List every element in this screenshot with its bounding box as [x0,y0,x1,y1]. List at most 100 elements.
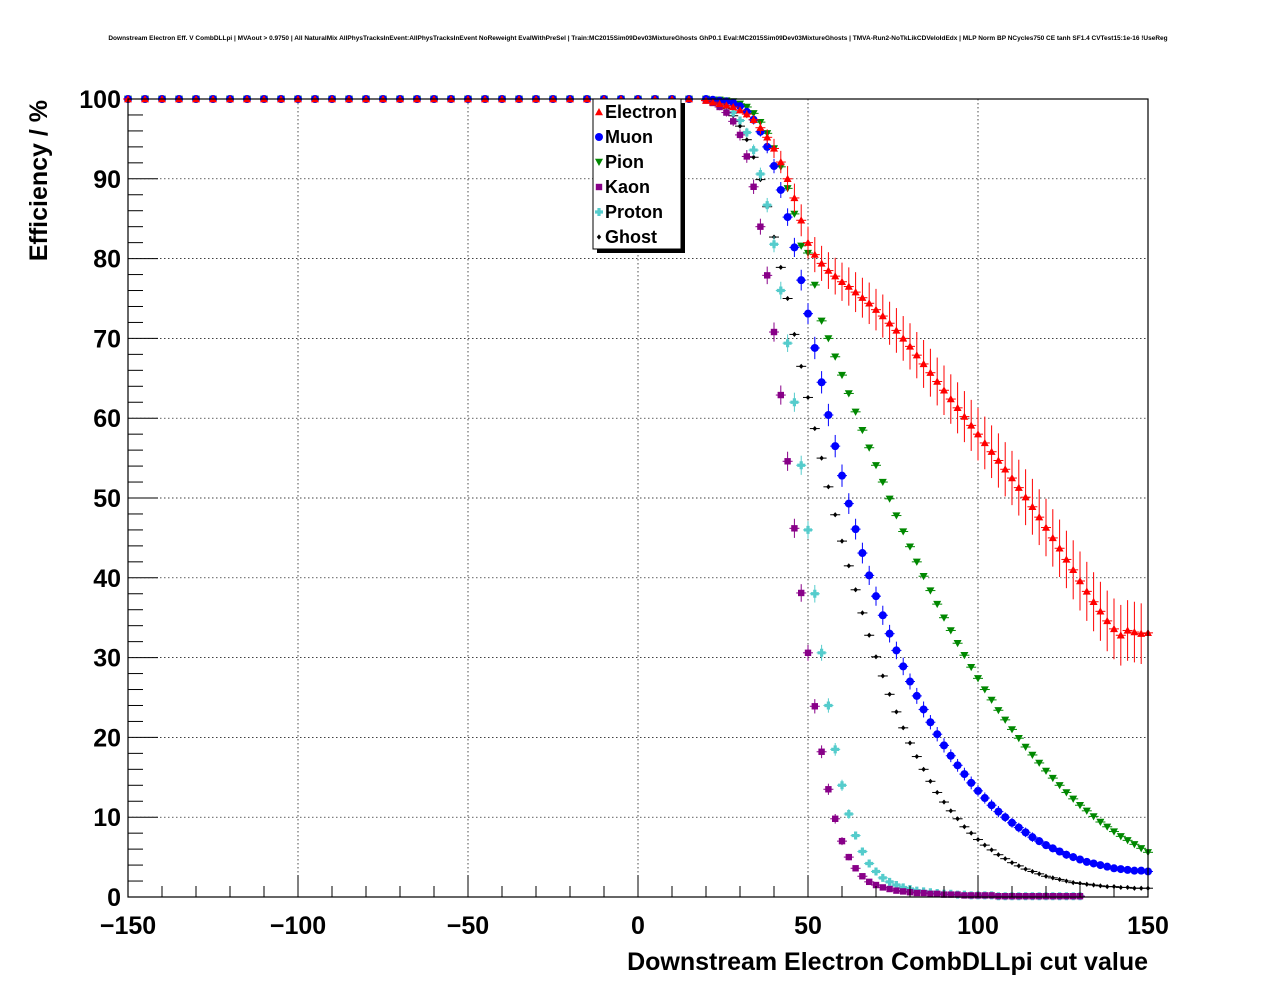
data-point [831,745,840,754]
data-point [810,343,819,352]
data-point [845,853,852,861]
legend-label-ghost: Ghost [605,227,657,247]
data-point [764,272,771,279]
data-point [805,394,811,401]
data-point [804,649,812,657]
data-point [737,123,743,129]
data-point [940,614,948,622]
data-point [729,102,738,111]
y-tick-label: 40 [93,565,121,593]
x-tick-label: 100 [957,912,999,940]
data-point [790,243,799,252]
data-point [1062,789,1071,797]
data-point [1116,865,1125,874]
data-point [1009,860,1015,866]
data-point [906,677,914,686]
data-point [866,878,873,886]
data-point [989,847,994,853]
data-point [885,877,894,886]
data-point [1056,893,1063,900]
axes: −150 −100 −50 0 50 100 150 0 10 20 30 40 50 60 70 80 90 1… [79,86,1169,940]
data-point [872,462,880,470]
data-point [912,558,921,566]
y-tick-label: 80 [93,246,121,274]
data-point [994,456,1003,464]
data-point [812,425,817,432]
data-point [865,571,874,580]
data-point [878,873,887,882]
data-point [1076,576,1084,585]
data-point [906,342,914,350]
data-point [940,386,948,394]
data-point [1043,873,1049,879]
data-point [946,627,955,635]
data-point [901,725,906,731]
data-point [1063,893,1070,900]
data-point [926,718,935,727]
data-point [1125,884,1130,891]
legend-box [592,98,682,250]
y-axis-label: Efficiency / % [25,100,53,261]
data-point [1055,544,1064,552]
data-point [723,109,730,116]
data-point [853,587,858,593]
data-point [1008,818,1016,827]
y-tick-label: 30 [93,645,121,673]
data-point [831,272,840,280]
data-point [817,259,826,267]
data-point [1070,893,1077,900]
data-point [756,123,765,131]
x-tick-label: 50 [794,912,822,940]
data-point [817,317,826,325]
data-point [860,610,865,616]
data-point [879,884,886,891]
data-point [804,525,812,534]
data-point [1071,880,1076,886]
data-point [987,696,996,704]
data-point [935,789,940,796]
data-point [967,663,976,672]
data-point [887,691,892,697]
data-point [838,781,846,790]
data-point [1103,823,1112,831]
legend-label-electron: Electron [605,102,677,122]
data-point [967,421,976,429]
data-point [885,319,894,327]
data-point [872,592,880,601]
data-point [1098,883,1103,889]
data-point [919,573,928,581]
data-point [1110,624,1118,633]
y-tick-label: 50 [93,485,121,513]
data-point [872,305,880,313]
legend-label-muon: Muon [605,127,653,147]
data-point [824,411,833,420]
data-point [865,444,874,452]
data-point [859,873,866,880]
data-point [906,543,914,551]
data-point [1042,767,1050,775]
data-point [824,335,833,343]
data-point [934,890,941,898]
legend-marker-pion [595,158,603,166]
data-point [770,144,778,152]
data-point [792,331,797,338]
data-point [1028,751,1037,759]
data-point [926,368,935,376]
data-point [872,867,880,876]
data-point [751,154,756,160]
data-point [756,170,765,179]
data-point [838,471,846,480]
data-point [785,295,790,302]
data-point [742,110,751,118]
data-point [839,538,845,544]
data-point [920,889,927,897]
data-point [913,889,920,897]
data-point [899,662,908,671]
data-point [872,881,880,889]
data-point [878,611,887,620]
data-point [818,748,825,755]
data-point [1055,782,1064,790]
data-point [1037,871,1042,877]
data-point [886,885,893,893]
data-point [867,632,872,638]
